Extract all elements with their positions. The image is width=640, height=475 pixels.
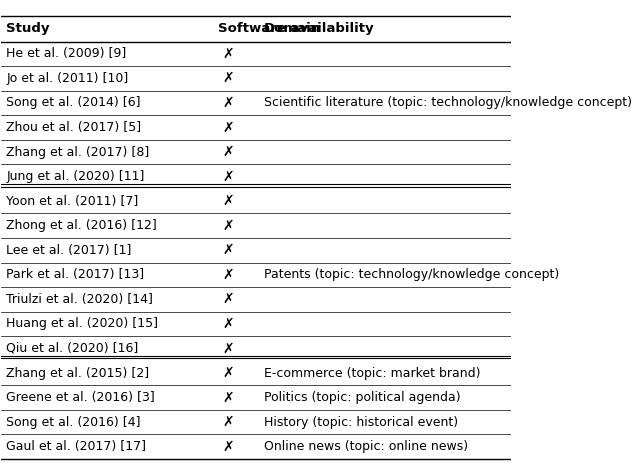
Text: ✗: ✗: [223, 415, 234, 429]
Text: ✗: ✗: [223, 292, 234, 306]
Text: ✗: ✗: [223, 47, 234, 61]
Text: ✗: ✗: [223, 342, 234, 355]
Text: Song et al. (2016) [4]: Song et al. (2016) [4]: [6, 416, 141, 428]
Text: ✗: ✗: [223, 145, 234, 159]
Text: ✗: ✗: [223, 317, 234, 331]
Text: Jo et al. (2011) [10]: Jo et al. (2011) [10]: [6, 72, 129, 85]
Text: Zhong et al. (2016) [12]: Zhong et al. (2016) [12]: [6, 219, 157, 232]
Text: ✗: ✗: [223, 243, 234, 257]
Text: Politics (topic: political agenda): Politics (topic: political agenda): [264, 391, 461, 404]
Text: Jung et al. (2020) [11]: Jung et al. (2020) [11]: [6, 170, 145, 183]
Text: ✗: ✗: [223, 366, 234, 380]
Text: ✗: ✗: [223, 218, 234, 233]
Text: Triulzi et al. (2020) [14]: Triulzi et al. (2020) [14]: [6, 293, 154, 306]
Text: ✗: ✗: [223, 194, 234, 208]
Text: Huang et al. (2020) [15]: Huang et al. (2020) [15]: [6, 317, 159, 331]
Text: Scientific literature (topic: technology/knowledge concept): Scientific literature (topic: technology…: [264, 96, 632, 109]
Text: ✗: ✗: [223, 268, 234, 282]
Text: Park et al. (2017) [13]: Park et al. (2017) [13]: [6, 268, 145, 281]
Text: Gaul et al. (2017) [17]: Gaul et al. (2017) [17]: [6, 440, 147, 453]
Text: Online news (topic: online news): Online news (topic: online news): [264, 440, 468, 453]
Text: ✗: ✗: [223, 71, 234, 86]
Text: ✗: ✗: [223, 390, 234, 405]
Text: ✗: ✗: [223, 170, 234, 183]
Text: He et al. (2009) [9]: He et al. (2009) [9]: [6, 48, 127, 60]
Text: Yoon et al. (2011) [7]: Yoon et al. (2011) [7]: [6, 195, 139, 208]
Text: Zhang et al. (2017) [8]: Zhang et al. (2017) [8]: [6, 145, 150, 159]
Text: Domain: Domain: [264, 22, 321, 35]
Text: Qiu et al. (2020) [16]: Qiu et al. (2020) [16]: [6, 342, 139, 355]
Text: Study: Study: [6, 22, 50, 35]
Text: ✗: ✗: [223, 440, 234, 454]
Text: Zhou et al. (2017) [5]: Zhou et al. (2017) [5]: [6, 121, 141, 134]
Text: History (topic: historical event): History (topic: historical event): [264, 416, 458, 428]
Text: Greene et al. (2016) [3]: Greene et al. (2016) [3]: [6, 391, 156, 404]
Text: ✗: ✗: [223, 96, 234, 110]
Text: Zhang et al. (2015) [2]: Zhang et al. (2015) [2]: [6, 367, 150, 380]
Text: Patents (topic: technology/knowledge concept): Patents (topic: technology/knowledge con…: [264, 268, 559, 281]
Text: E-commerce (topic: market brand): E-commerce (topic: market brand): [264, 367, 481, 380]
Text: Lee et al. (2017) [1]: Lee et al. (2017) [1]: [6, 244, 132, 257]
Text: ✗: ✗: [223, 121, 234, 134]
Text: Software availability: Software availability: [218, 22, 374, 35]
Text: Song et al. (2014) [6]: Song et al. (2014) [6]: [6, 96, 141, 109]
